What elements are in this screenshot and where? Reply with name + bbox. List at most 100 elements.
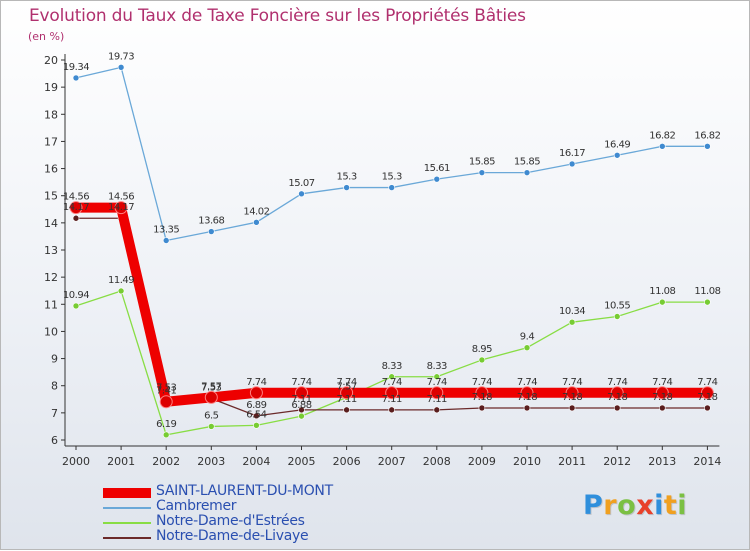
data-label: 10.34 bbox=[559, 306, 585, 317]
data-label: 7.74 bbox=[427, 377, 447, 388]
y-tick-label: 9 bbox=[51, 353, 58, 366]
y-tick-label: 6 bbox=[51, 434, 58, 447]
y-tick-label: 18 bbox=[44, 108, 58, 121]
data-label: 7.74 bbox=[652, 377, 672, 388]
x-tick-label: 2013 bbox=[648, 455, 676, 468]
data-label: 7.18 bbox=[697, 392, 717, 403]
data-point bbox=[475, 386, 489, 400]
data-point bbox=[253, 412, 260, 420]
legend-item-notre-dame-de-livaye: Notre-Dame-de-Livaye bbox=[103, 529, 403, 545]
data-point bbox=[704, 143, 711, 150]
data-point bbox=[117, 287, 125, 295]
data-point bbox=[568, 318, 576, 326]
data-label: 11.08 bbox=[649, 286, 675, 297]
logo-letter: i bbox=[677, 490, 688, 521]
data-label: 15.3 bbox=[382, 172, 402, 183]
data-point bbox=[204, 390, 218, 404]
data-point bbox=[117, 64, 125, 71]
data-label: 11.49 bbox=[108, 275, 134, 286]
data-label: 15.85 bbox=[469, 157, 495, 168]
x-tick-label: 2014 bbox=[693, 455, 721, 468]
logo-letter: P bbox=[583, 490, 604, 521]
legend-label: Notre-Dame-d'Estrées bbox=[156, 513, 305, 529]
x-tick-label: 2008 bbox=[423, 455, 451, 468]
data-label: 10.55 bbox=[604, 301, 630, 312]
data-point bbox=[478, 356, 486, 364]
data-label: 10.94 bbox=[63, 290, 89, 301]
data-point bbox=[72, 302, 80, 310]
data-label: 14.17 bbox=[63, 202, 89, 213]
data-label: 19.73 bbox=[108, 51, 134, 62]
data-label: 7.57 bbox=[336, 381, 356, 392]
data-point bbox=[298, 412, 305, 420]
data-point bbox=[295, 386, 308, 400]
x-tick-label: 2011 bbox=[558, 455, 586, 468]
y-tick-label: 14 bbox=[44, 217, 58, 230]
data-point bbox=[249, 386, 263, 400]
data-label: 16.82 bbox=[694, 130, 720, 141]
data-point bbox=[610, 386, 624, 400]
logo-letter: i bbox=[654, 490, 664, 521]
data-point bbox=[478, 404, 486, 412]
data-label: 7.74 bbox=[562, 377, 582, 388]
data-label: 8.33 bbox=[382, 361, 402, 372]
data-label: 8.95 bbox=[472, 344, 492, 355]
data-point bbox=[565, 386, 579, 400]
data-label: 13.68 bbox=[198, 216, 224, 227]
y-tick-label: 12 bbox=[44, 271, 58, 284]
data-label: 6.19 bbox=[156, 419, 176, 430]
logo-letter: t bbox=[663, 490, 678, 521]
data-label: 6.54 bbox=[246, 409, 266, 420]
data-point bbox=[343, 184, 350, 191]
logo-letter: o bbox=[617, 490, 637, 521]
data-label: 7.11 bbox=[382, 394, 402, 405]
data-label: 6.5 bbox=[204, 410, 219, 421]
data-label: 7.53 bbox=[201, 382, 221, 393]
data-point bbox=[72, 74, 80, 82]
data-label: 16.82 bbox=[649, 130, 675, 141]
data-point bbox=[69, 201, 83, 215]
data-point bbox=[433, 175, 441, 183]
x-tick-label: 2004 bbox=[242, 455, 270, 468]
x-tick-label: 2009 bbox=[468, 455, 496, 468]
x-tick-label: 2006 bbox=[333, 455, 361, 468]
y-tick-label: 8 bbox=[51, 380, 58, 393]
data-label: 14.56 bbox=[63, 192, 89, 203]
data-label: 16.49 bbox=[604, 139, 630, 150]
data-point bbox=[520, 386, 534, 400]
legend-item-notre-dame-d-estrees: Notre-Dame-d'Estrées bbox=[103, 513, 403, 530]
data-point bbox=[433, 406, 441, 414]
data-label: 15.3 bbox=[336, 172, 356, 183]
x-tick-label: 2003 bbox=[197, 455, 225, 468]
legend-item-cambremer: Cambremer bbox=[103, 499, 403, 515]
data-label: 7.74 bbox=[607, 377, 627, 388]
data-point bbox=[658, 404, 666, 412]
data-label: 7.74 bbox=[336, 377, 356, 388]
data-point bbox=[162, 431, 170, 439]
x-tick-label: 2007 bbox=[378, 455, 406, 468]
data-point bbox=[388, 406, 396, 414]
data-point bbox=[388, 184, 396, 191]
x-tick-label: 2001 bbox=[107, 455, 135, 468]
data-point bbox=[385, 386, 399, 400]
data-point bbox=[613, 313, 621, 320]
data-point bbox=[655, 386, 669, 400]
data-label: 7.53 bbox=[156, 382, 176, 393]
data-point bbox=[523, 404, 531, 412]
legend-swatch bbox=[103, 487, 151, 498]
data-label: 7.74 bbox=[246, 377, 266, 388]
data-point bbox=[430, 386, 444, 400]
data-label: 7.18 bbox=[607, 392, 627, 403]
y-tick-label: 13 bbox=[44, 244, 58, 257]
data-point bbox=[478, 169, 486, 176]
data-point bbox=[658, 298, 666, 306]
x-tick-label: 2000 bbox=[62, 455, 90, 468]
data-point bbox=[523, 169, 531, 176]
data-label: 16.17 bbox=[559, 148, 585, 159]
y-tick-label: 17 bbox=[44, 135, 58, 148]
data-label: 7.18 bbox=[517, 392, 537, 403]
data-point bbox=[568, 160, 576, 168]
unit-label: (en %) bbox=[28, 30, 65, 43]
data-point bbox=[298, 190, 305, 198]
